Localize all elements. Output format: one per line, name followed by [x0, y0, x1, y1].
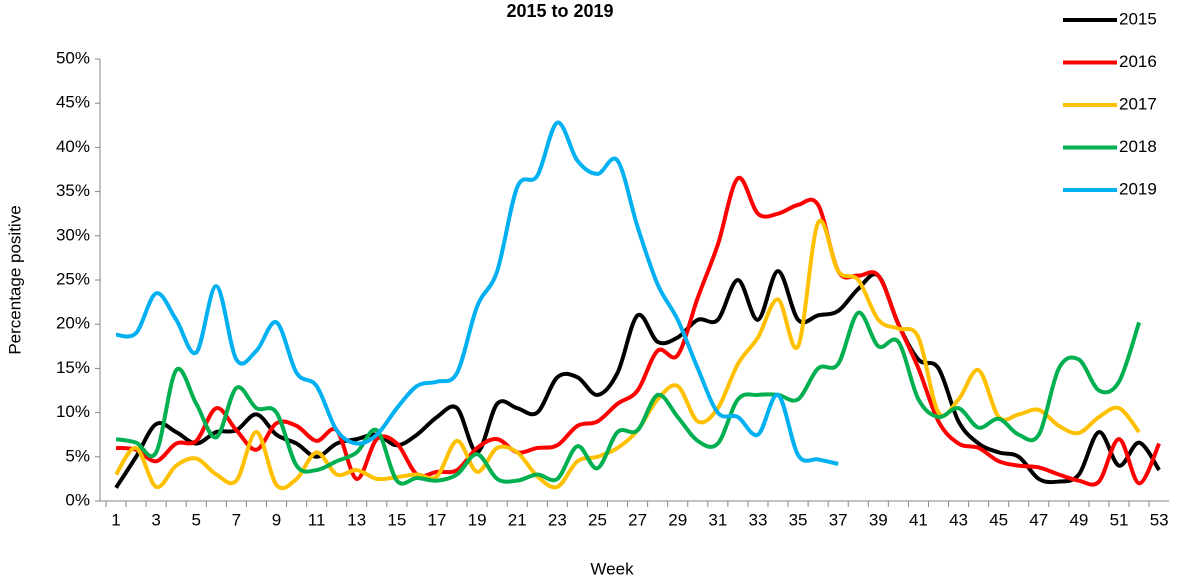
- y-axis-label: Percentage positive: [5, 205, 24, 354]
- x-tick-label: 51: [1110, 510, 1129, 529]
- x-tick-label: 25: [588, 510, 607, 529]
- series-line: [114, 269, 1161, 489]
- x-tick-label: 31: [708, 510, 727, 529]
- legend-label: 2018: [1119, 137, 1157, 156]
- x-tick-label: 19: [468, 510, 487, 529]
- x-tick-label: 17: [428, 510, 447, 529]
- x-axis-label: Week: [590, 559, 634, 578]
- x-tick-label: 7: [232, 510, 241, 529]
- x-tick-label: 43: [949, 510, 968, 529]
- legend-label: 2019: [1119, 179, 1157, 198]
- y-tick-label: 40%: [56, 137, 90, 156]
- x-tick-label: 45: [989, 510, 1008, 529]
- x-tick-label: 53: [1150, 510, 1169, 529]
- y-tick-label: 10%: [56, 402, 90, 421]
- x-tick-label: 39: [869, 510, 888, 529]
- x-tick-label: 35: [789, 510, 808, 529]
- y-tick-label: 35%: [56, 181, 90, 200]
- x-tick-label: 47: [1029, 510, 1048, 529]
- chart-title: 2015 to 2019: [506, 1, 613, 21]
- x-tick-label: 3: [151, 510, 160, 529]
- y-tick-label: 30%: [56, 225, 90, 244]
- x-tick-label: 9: [272, 510, 281, 529]
- legend-label: 2017: [1119, 94, 1157, 113]
- x-tick-label: 1: [111, 510, 120, 529]
- x-tick-label: 23: [548, 510, 567, 529]
- x-tick-label: 5: [192, 510, 201, 529]
- legend-label: 2016: [1119, 52, 1157, 71]
- y-tick-label: 20%: [56, 314, 90, 333]
- x-tick-label: 13: [347, 510, 366, 529]
- x-tick-label: 41: [909, 510, 928, 529]
- y-tick-label: 0%: [65, 490, 90, 509]
- y-tick-label: 15%: [56, 358, 90, 377]
- x-tick-label: 33: [748, 510, 767, 529]
- x-tick-label: 21: [508, 510, 527, 529]
- y-tick-label: 25%: [56, 269, 90, 288]
- series-line: [115, 120, 839, 466]
- legend-label: 2015: [1119, 9, 1157, 28]
- x-tick-label: 27: [628, 510, 647, 529]
- y-tick-label: 50%: [56, 48, 90, 67]
- y-tick-label: 45%: [56, 93, 90, 112]
- x-tick-label: 37: [829, 510, 848, 529]
- x-tick-label: 49: [1069, 510, 1088, 529]
- y-tick-label: 5%: [65, 446, 90, 465]
- series-line: [115, 176, 1161, 487]
- x-tick-label: 15: [387, 510, 406, 529]
- x-tick-label: 29: [668, 510, 687, 529]
- series-line: [115, 310, 1141, 486]
- x-tick-label: 11: [308, 510, 326, 529]
